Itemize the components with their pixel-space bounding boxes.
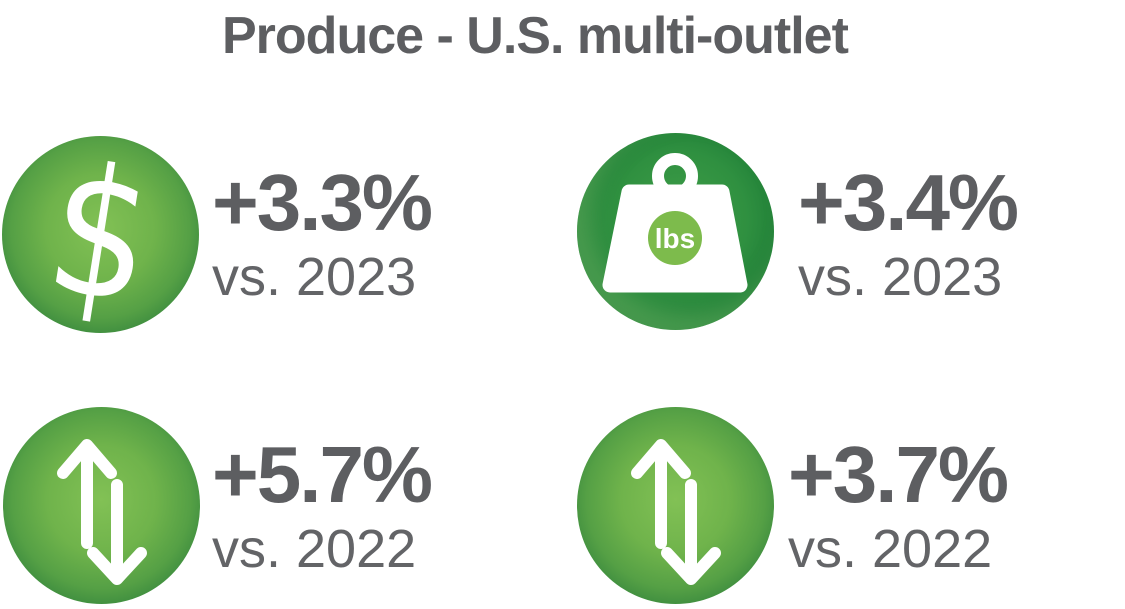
up-down-arrows-graphic — [631, 439, 721, 585]
dollar-sign-glyph: $ — [35, 123, 166, 345]
dollar-icon: $ — [2, 123, 199, 345]
weight-lbs-icon: lbs — [577, 133, 774, 330]
page-title: Produce - U.S. multi-outlet — [222, 7, 849, 65]
down-arrow — [87, 479, 147, 585]
stat-comparison: vs. 2023 — [798, 247, 1003, 307]
up-down-arrows-icon — [3, 407, 200, 604]
up-arrow — [57, 439, 117, 549]
up-down-arrows-icon — [577, 407, 774, 604]
lbs-badge — [648, 211, 702, 265]
lbs-badge-label: lbs — [655, 223, 695, 254]
stat-value: +3.3% — [212, 158, 433, 247]
down-arrow — [661, 479, 721, 585]
stat-comparison: vs. 2023 — [212, 247, 417, 307]
up-arrow — [631, 439, 691, 549]
stat-comparison: vs. 2022 — [212, 519, 417, 579]
stat-value: +5.7% — [212, 430, 433, 519]
up-down-arrows-graphic — [57, 439, 147, 585]
stat-value: +3.7% — [788, 430, 1009, 519]
stat-comparison: vs. 2022 — [788, 519, 993, 579]
weight-lbs-graphic: lbs — [602, 153, 748, 293]
stat-value: +3.4% — [798, 158, 1019, 247]
stat-lbs-vs-2022: +3.7% vs. 2022 — [788, 430, 1009, 579]
stat-dollar-vs-2022: +5.7% vs. 2022 — [212, 430, 433, 579]
stat-dollar-vs-2023: +3.3% vs. 2023 — [212, 158, 433, 307]
stat-lbs-vs-2023: +3.4% vs. 2023 — [798, 158, 1019, 307]
